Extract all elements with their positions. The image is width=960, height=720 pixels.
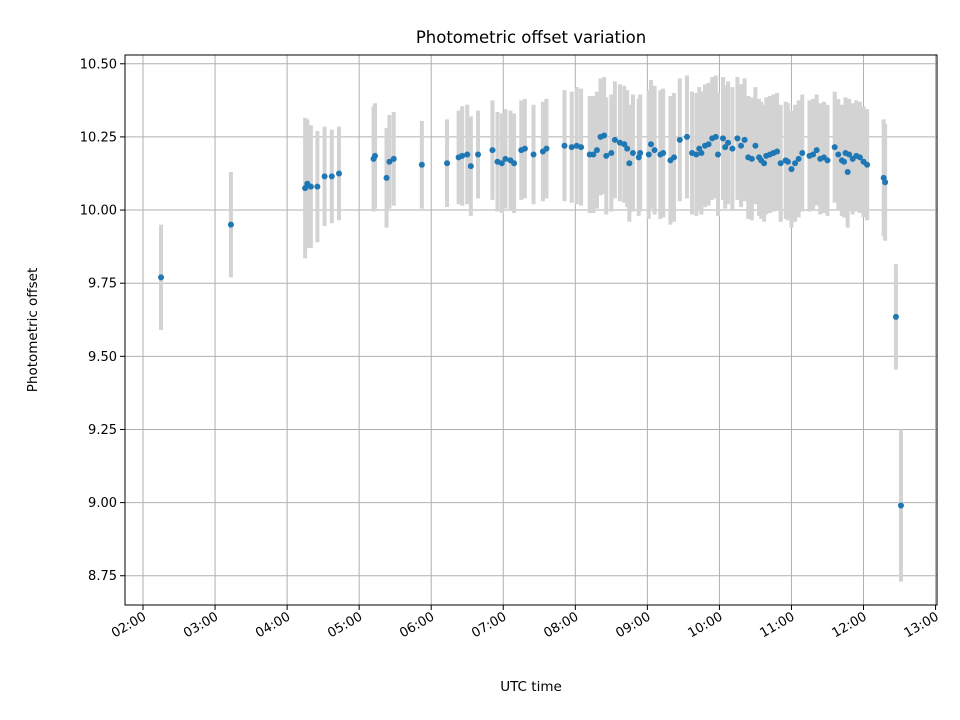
- y-tick-label: 9.25: [88, 423, 117, 438]
- data-point: [651, 147, 658, 154]
- data-point: [561, 142, 568, 149]
- data-point: [792, 160, 799, 167]
- data-point: [671, 154, 678, 161]
- data-point: [568, 144, 575, 151]
- data-point: [777, 160, 784, 167]
- data-point: [841, 158, 848, 165]
- data-point: [335, 170, 342, 177]
- data-point: [328, 173, 335, 180]
- data-point: [835, 151, 842, 158]
- data-point: [578, 144, 585, 151]
- data-point: [882, 179, 889, 186]
- data-point: [897, 502, 904, 509]
- data-point: [752, 142, 759, 149]
- data-point: [593, 147, 600, 154]
- data-point: [729, 145, 736, 152]
- data-point: [521, 145, 528, 152]
- data-point: [676, 136, 683, 143]
- data-point: [498, 160, 505, 167]
- y-axis-label: Photometric offset: [25, 268, 41, 392]
- data-point: [698, 150, 705, 157]
- data-point: [856, 154, 863, 161]
- data-points: [158, 132, 904, 509]
- data-point: [444, 160, 451, 167]
- data-point: [621, 141, 628, 148]
- data-point: [705, 141, 712, 148]
- data-point: [864, 161, 871, 168]
- data-point: [831, 144, 838, 151]
- y-tick-label: 10.25: [80, 130, 117, 145]
- data-point: [795, 155, 802, 162]
- data-point: [738, 142, 745, 149]
- data-point: [774, 148, 781, 155]
- data-point: [741, 136, 748, 143]
- data-point: [722, 144, 729, 151]
- data-point: [459, 152, 466, 159]
- data-point: [601, 132, 608, 139]
- data-point: [761, 160, 768, 167]
- data-point: [693, 151, 700, 158]
- data-point: [464, 151, 471, 158]
- data-point: [502, 155, 509, 162]
- data-point: [227, 221, 234, 228]
- data-point: [844, 169, 851, 176]
- x-axis-label: UTC time: [500, 679, 562, 695]
- data-point: [390, 155, 397, 162]
- data-point: [629, 150, 636, 157]
- data-point: [475, 151, 482, 158]
- data-point: [489, 147, 496, 154]
- data-point: [725, 139, 732, 146]
- data-point: [846, 151, 853, 158]
- y-axis-ticks: 8.75 9.00 9.25 9.50 9.75 10.00 10.25 10.50: [80, 57, 125, 584]
- data-point: [314, 183, 321, 190]
- data-point: [683, 133, 690, 140]
- data-point: [645, 151, 652, 158]
- data-point: [321, 173, 328, 180]
- y-tick-label: 9.50: [88, 350, 117, 365]
- data-point: [530, 151, 537, 158]
- chart-title: Photometric offset variation: [416, 28, 646, 47]
- data-point: [158, 274, 165, 281]
- data-point: [660, 150, 667, 157]
- data-point: [307, 183, 314, 190]
- y-tick-label: 10.50: [80, 57, 117, 72]
- data-point: [892, 313, 899, 320]
- data-point: [720, 135, 727, 142]
- data-point: [543, 145, 550, 152]
- data-point: [813, 147, 820, 154]
- data-point: [386, 158, 393, 165]
- data-point: [626, 160, 633, 167]
- data-point: [637, 150, 644, 157]
- data-point: [824, 157, 831, 164]
- y-tick-label: 9.75: [88, 277, 117, 292]
- data-point: [383, 174, 390, 181]
- data-point: [418, 161, 425, 168]
- data-point: [714, 151, 721, 158]
- data-point: [788, 166, 795, 173]
- y-tick-label: 8.75: [88, 569, 117, 584]
- data-point: [712, 133, 719, 140]
- data-point: [608, 150, 615, 157]
- data-point: [590, 151, 597, 158]
- y-tick-label: 10.00: [80, 204, 117, 219]
- data-point: [467, 163, 474, 170]
- data-point: [799, 150, 806, 157]
- data-point: [611, 136, 618, 143]
- data-point: [624, 145, 631, 152]
- data-point: [784, 158, 791, 165]
- data-point: [748, 155, 755, 162]
- data-point: [810, 151, 817, 158]
- data-point: [603, 152, 610, 159]
- data-point: [511, 160, 518, 167]
- y-tick-label: 9.00: [88, 496, 117, 511]
- data-point: [734, 135, 741, 142]
- data-point: [372, 152, 379, 159]
- data-point: [647, 141, 654, 148]
- plot-frame: [124, 54, 938, 606]
